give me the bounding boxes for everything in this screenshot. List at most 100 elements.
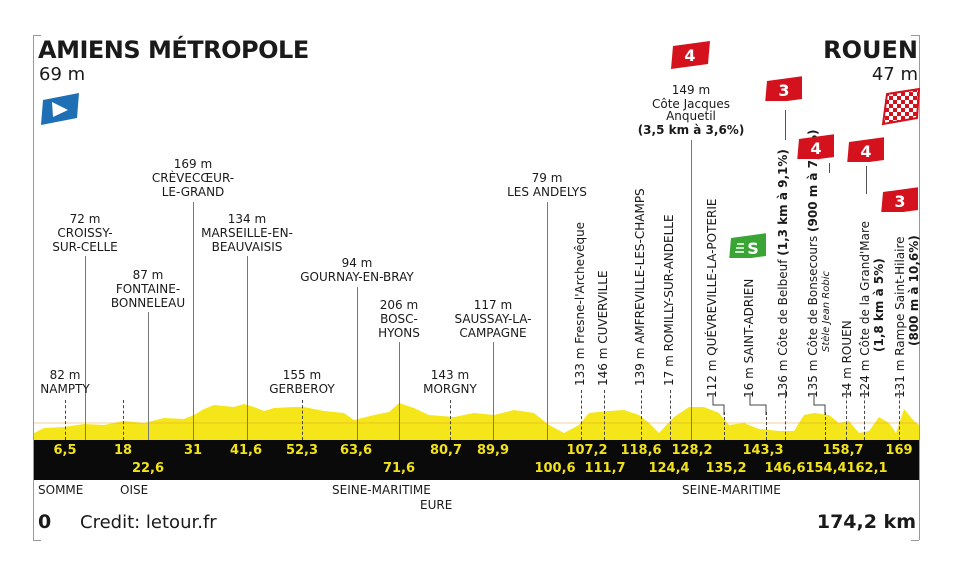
leader-line xyxy=(148,312,149,440)
climb-category-badge: 4 xyxy=(797,134,834,159)
place-label-vertical: 146 m CUVERVILLE xyxy=(596,270,610,386)
start-town: AMIENS MÉTROPOLE xyxy=(38,36,309,64)
climb-category-badge: 3 xyxy=(765,76,802,101)
tick-line xyxy=(670,390,671,440)
place-label-vertical: 135 m Côte de Bonsecours (900 m à 7,2%) xyxy=(806,129,820,398)
svg-text:4: 4 xyxy=(860,142,871,161)
tick-line xyxy=(825,412,826,440)
leader-line xyxy=(357,287,358,440)
leader-line xyxy=(785,110,786,140)
km-marker: 52,3 xyxy=(285,443,319,458)
place-label-vertical: 131 m Rampe Saint-Hilaire xyxy=(893,236,907,398)
svg-text:3: 3 xyxy=(778,81,789,100)
km-marker: 63,6 xyxy=(339,443,373,458)
place-label-vertical: 14 m ROUEN xyxy=(840,320,854,398)
place-label: 169 m CRÈVECŒUR- LE-GRAND xyxy=(151,157,235,199)
km-marker: 80,7 xyxy=(429,443,463,458)
place-label-vertical: 139 m AMFREVILLE-LES-CHAMPS xyxy=(633,188,647,386)
svg-text:4: 4 xyxy=(684,46,695,65)
sprint-badge: S xyxy=(729,233,766,258)
km-marker: 118,6 xyxy=(620,443,662,458)
km-marker: 169 xyxy=(885,443,913,458)
leader-line xyxy=(85,256,86,440)
place-label: 82 m NAMPTY xyxy=(40,368,90,396)
place-label-vertical: 133 m Fresne-l'Archevêque xyxy=(573,221,587,386)
elbow-connectors xyxy=(712,395,826,415)
km-marker: 18 xyxy=(113,443,133,458)
start-flag-icon xyxy=(41,93,79,125)
place-label-vertical: 124 m Côte de la Grand'Mare xyxy=(858,220,872,398)
finish-town: ROUEN xyxy=(823,36,918,64)
climb-label: 149 m Côte Jacques Anquetil (3,5 km à 3,6%) xyxy=(637,83,745,137)
svg-text:4: 4 xyxy=(810,139,821,158)
elevation-profile xyxy=(34,403,919,441)
tick-line xyxy=(785,390,786,440)
km-marker: 107,2 xyxy=(566,443,608,458)
start-km: 0 xyxy=(38,511,52,533)
place-label: 72 m CROISSY- SUR-CELLE xyxy=(52,212,118,254)
km-marker: 100,6 xyxy=(534,461,576,476)
km-marker: 41,6 xyxy=(229,443,263,458)
frame-right-tick xyxy=(911,35,919,36)
km-marker: 143,3 xyxy=(742,443,784,458)
tick-line xyxy=(581,390,582,440)
place-label-vertical-detail: (1,8 km à 5%) xyxy=(872,258,886,352)
leader-line xyxy=(493,342,494,440)
km-marker: 128,2 xyxy=(671,443,713,458)
place-label: 94 m GOURNAY-EN-BRAY xyxy=(300,256,414,284)
place-label-vertical: 16 m SAINT-ADRIEN xyxy=(742,278,756,398)
svg-text:3: 3 xyxy=(894,192,905,211)
tick-line xyxy=(846,390,847,440)
total-distance: 174,2 km xyxy=(816,511,916,533)
tick-line xyxy=(302,400,303,440)
climb-category-badge: 4 xyxy=(671,41,710,69)
km-marker: 158,7 xyxy=(822,443,864,458)
tick-line xyxy=(766,412,767,440)
place-label-vertical: 136 m Côte de Belbeuf (1,3 km à 9,1%) xyxy=(776,149,790,398)
frame-right-tick xyxy=(911,540,919,541)
place-label: 134 m MARSEILLE-EN- BEAUVAISIS xyxy=(201,212,293,254)
region-label: EURE xyxy=(420,498,453,512)
tick-line xyxy=(65,400,66,440)
frame-right xyxy=(919,35,920,540)
place-label: 155 m GERBEROY xyxy=(269,368,335,396)
tick-line xyxy=(123,400,124,440)
km-marker: 162,1 xyxy=(846,461,888,476)
place-label-vertical: 112 m QUÉVREVILLE-LA-POTERIE xyxy=(705,198,719,398)
leader-line xyxy=(829,163,830,173)
frame-left-tick xyxy=(33,35,41,36)
place-label-sub: Stèle Jean Robic xyxy=(821,271,832,352)
tick-line xyxy=(724,412,725,440)
km-marker: 135,2 xyxy=(705,461,747,476)
place-label: 87 m FONTAINE- BONNELEAU xyxy=(110,268,186,310)
leader-line xyxy=(691,140,692,440)
tick-line xyxy=(604,390,605,440)
place-label-vertical-detail: (800 m à 10,6%) xyxy=(907,235,921,346)
km-marker: 111,7 xyxy=(584,461,626,476)
credit-text: Credit: letour.fr xyxy=(80,512,217,533)
climb-category-badge: 4 xyxy=(847,137,884,162)
km-axis-bar xyxy=(34,440,919,480)
region-label: SEINE-MARITIME xyxy=(682,483,781,497)
tick-line xyxy=(899,390,900,440)
km-marker: 146,6 xyxy=(764,461,806,476)
km-marker: 124,4 xyxy=(648,461,690,476)
region-label: SOMME xyxy=(38,483,84,497)
km-marker: 71,6 xyxy=(382,461,416,476)
km-marker: 154,4 xyxy=(805,461,847,476)
leader-line xyxy=(193,202,194,440)
leader-line xyxy=(399,342,400,440)
finish-flag-icon xyxy=(881,88,921,126)
leader-line xyxy=(247,256,248,440)
km-marker: 31 xyxy=(183,443,203,458)
frame-left xyxy=(33,35,34,540)
leader-line xyxy=(547,202,548,440)
region-label: OISE xyxy=(120,483,149,497)
tick-line xyxy=(450,400,451,440)
place-label: 206 m BOSC- HYONS xyxy=(378,298,420,340)
km-marker: 6,5 xyxy=(53,443,77,458)
tick-line xyxy=(641,390,642,440)
climb-category-badge: 3 xyxy=(881,187,918,212)
region-label: SEINE-MARITIME xyxy=(332,483,431,497)
start-altitude: 69 m xyxy=(39,64,86,85)
